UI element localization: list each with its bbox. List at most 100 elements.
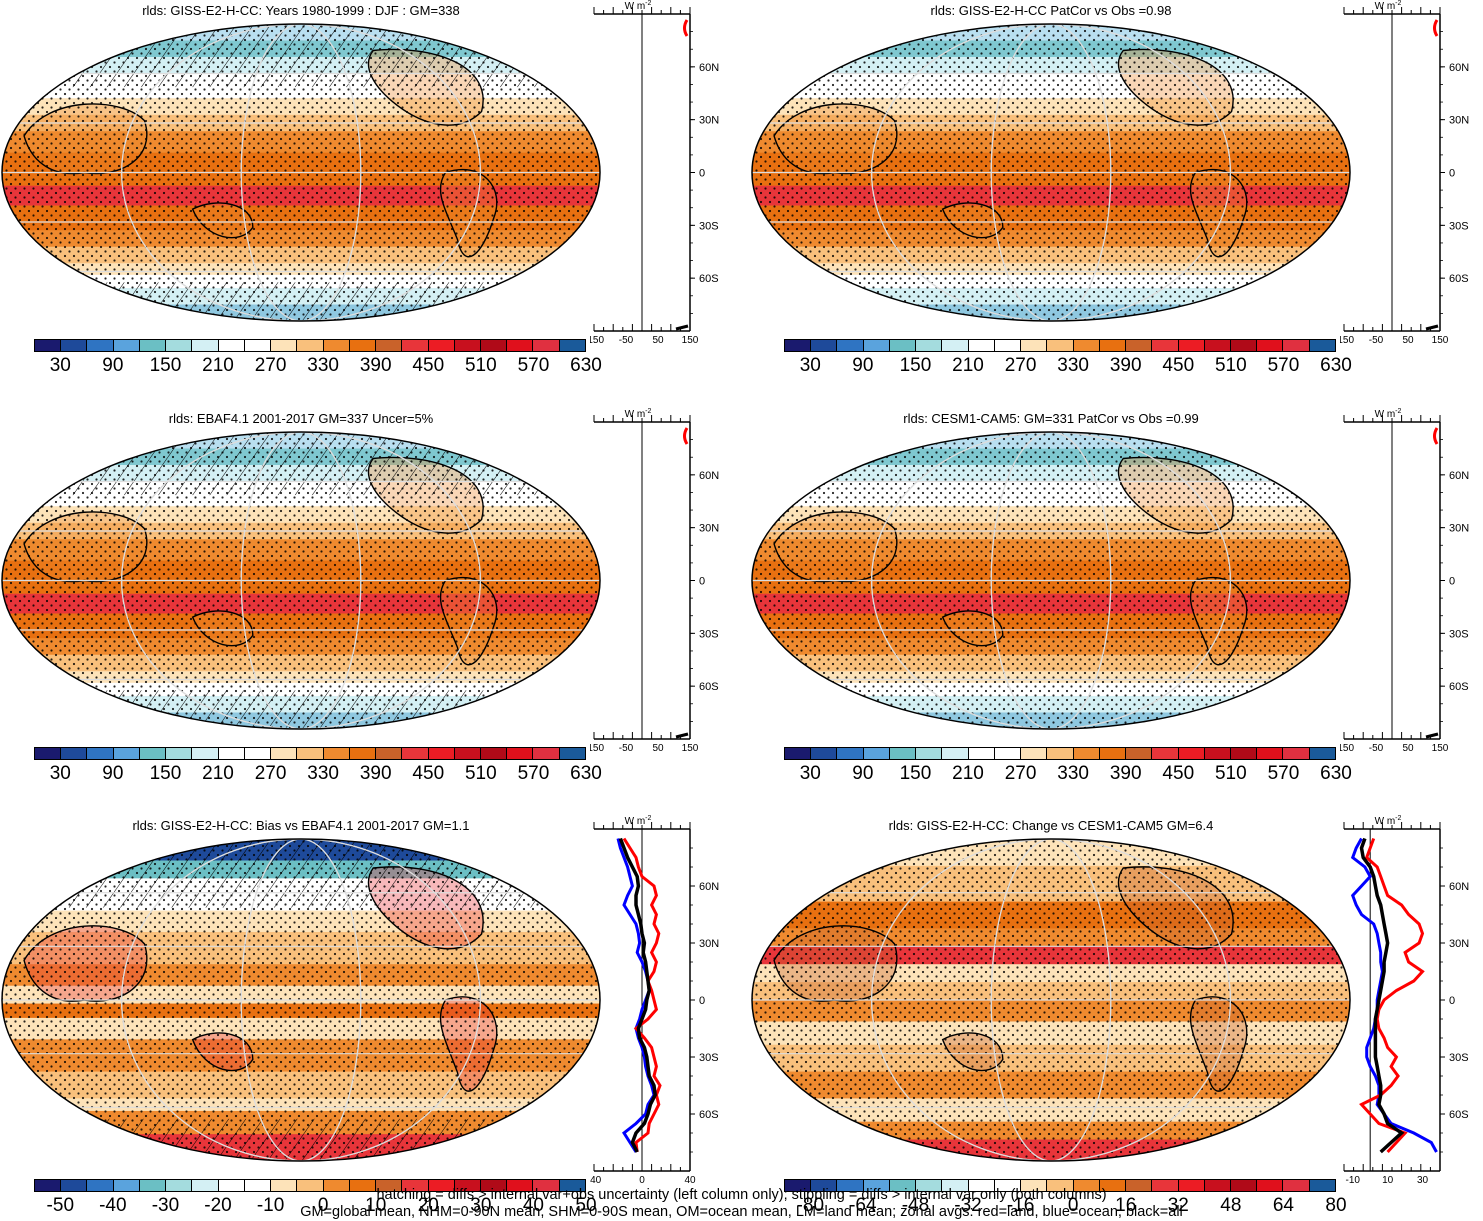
map-outline xyxy=(751,838,1351,1162)
colorbar-tick-label: 510 xyxy=(464,355,497,376)
lat-tick-label: 60N xyxy=(699,881,719,893)
colorbar-swatch xyxy=(192,1180,219,1191)
lat-tick-label: 0 xyxy=(699,995,705,1007)
colorbar-swatch xyxy=(968,1180,995,1191)
colorbar-tick-label: 90 xyxy=(102,355,124,376)
meridian xyxy=(871,839,1231,1161)
colorbar-swatch xyxy=(113,340,140,351)
colorbar-swatch xyxy=(323,748,350,759)
colorbar-tick-label: 270 xyxy=(1004,355,1037,376)
colorbar-swatch xyxy=(402,748,429,759)
colorbar-swatch xyxy=(1021,340,1048,351)
meridian xyxy=(240,24,362,321)
colorbar-labels: 30 90 150 210 270 330 390 450 510 570 630 xyxy=(784,763,1352,785)
map-outline xyxy=(1,23,601,322)
colorbar-swatch xyxy=(1126,748,1153,759)
zonal-series-all xyxy=(675,732,689,739)
lat-tick-label: 30N xyxy=(1449,115,1469,127)
colorbar-tick-label: 30 xyxy=(799,763,821,784)
colorbar-tick-label: 450 xyxy=(1162,763,1195,784)
zonal-series-all xyxy=(1359,837,1405,1154)
colorbar xyxy=(34,747,586,760)
zonal-xtick-label: 40 xyxy=(684,1175,696,1185)
colorbar-swatch xyxy=(1152,340,1179,351)
zonal-average-plot: W m-2 -150 -50 50 150 60N 30N 0 30S 60S xyxy=(590,0,719,345)
colorbar-tick-label: 510 xyxy=(464,763,497,784)
meridian xyxy=(240,432,362,729)
colorbar-tick-label: 90 xyxy=(102,763,124,784)
colorbar-swatch xyxy=(349,340,377,351)
colorbar-tick-label: 330 xyxy=(307,355,339,376)
colorbar-swatch xyxy=(376,748,403,759)
meridian xyxy=(990,839,1112,1161)
colorbar-swatch xyxy=(402,1180,429,1191)
colorbar-swatch xyxy=(1204,1180,1231,1191)
colorbar-swatch xyxy=(559,748,585,759)
colorbar-swatch xyxy=(87,748,114,759)
colorbar-swatch xyxy=(454,340,481,351)
colorbar-swatch xyxy=(166,748,193,759)
zonal-average-plot: W m-2 -150 -50 50 150 60N 30N 0 30S 60S xyxy=(1340,0,1469,345)
colorbar-swatch xyxy=(192,340,219,351)
colorbar-swatch xyxy=(1099,1180,1127,1191)
zonal-xtick-label: 0 xyxy=(639,1175,645,1185)
lat-tick-label: 60N xyxy=(1449,470,1469,482)
lat-tick-label: 60S xyxy=(699,681,719,693)
lat-tick-label: 60N xyxy=(1449,62,1469,74)
zonal-series-land xyxy=(622,837,662,1153)
zonal-series-land xyxy=(683,427,689,445)
zonal-average-plot: W m-2 -150 -50 50 150 60N 30N 0 30S 60S xyxy=(590,408,719,753)
colorbar-tick-label: 270 xyxy=(1004,763,1037,784)
zonal-unit-label: W m-2 xyxy=(1375,408,1402,420)
lat-tick-label: 30S xyxy=(699,1052,719,1064)
lat-tick-label: 60N xyxy=(699,470,719,482)
colorbar-swatch xyxy=(837,748,864,759)
colorbar-swatch xyxy=(1152,1180,1179,1191)
colorbar-swatch xyxy=(428,748,455,759)
zonal-average-plot: W m-2 -10 10 30 60N 30N 0 30S 60S xyxy=(1343,815,1469,1185)
meridian xyxy=(121,24,481,321)
colorbar-swatch xyxy=(1021,748,1048,759)
lat-tick-label: 30N xyxy=(1449,938,1469,950)
colorbar-swatch xyxy=(1257,748,1284,759)
lat-tick-label: 0 xyxy=(699,168,705,180)
colorbar-labels: -50 -40 -30 -20 -10 0 10 20 30 40 50 xyxy=(34,1195,597,1217)
colorbar-swatch xyxy=(1126,1180,1153,1191)
hatching xyxy=(2,432,600,496)
zonal-xtick-label: 150 xyxy=(682,335,699,345)
colorbar-swatch xyxy=(507,340,534,351)
colorbar-tick-label: 570 xyxy=(517,763,550,784)
colorbar-swatch xyxy=(837,1180,864,1191)
colorbar-swatch xyxy=(428,1180,455,1191)
colorbar-swatch xyxy=(454,1180,481,1191)
colorbar-swatch xyxy=(559,340,585,351)
colorbar-tick-label: 210 xyxy=(202,763,234,784)
colorbar-swatch xyxy=(480,340,508,351)
zonal-xtick-label: -150 xyxy=(590,335,604,345)
colorbar-tick-label: -32 xyxy=(954,1195,982,1216)
zonal-xtick-label: -150 xyxy=(590,743,604,753)
colorbar-tick-label: 330 xyxy=(307,763,339,784)
panel-title: rlds: CESM1-CAM5: GM=331 PatCor vs Obs =… xyxy=(903,411,1199,426)
colorbar-swatch xyxy=(61,1180,88,1191)
zonal-xtick-label: 150 xyxy=(682,743,699,753)
colorbar-labels: 30 90 150 210 270 330 390 450 510 570 630 xyxy=(34,355,602,377)
colorbar-tick-label: 390 xyxy=(359,763,392,784)
colorbar-swatch xyxy=(994,1180,1022,1191)
panel-title: rlds: GISS-E2-H-CC: Change vs CESM1-CAM5… xyxy=(888,818,1214,833)
zonal-xtick-label: -10 xyxy=(1346,1175,1361,1185)
zonal-unit-label: W m-2 xyxy=(1375,815,1402,827)
colorbar-swatch xyxy=(244,340,272,351)
colorbar-swatch xyxy=(218,1180,245,1191)
colorbar-swatch xyxy=(559,1180,585,1191)
lat-tick-label: 30N xyxy=(699,938,719,950)
colorbar-swatch xyxy=(271,340,298,351)
colorbar-swatch xyxy=(863,340,890,351)
colorbar-swatch xyxy=(61,340,88,351)
colorbar-swatch xyxy=(1178,748,1205,759)
colorbar-swatch xyxy=(297,1180,324,1191)
hatching xyxy=(2,690,600,729)
zonal-xtick-label: 50 xyxy=(1402,743,1414,753)
colorbar-swatch xyxy=(1283,748,1310,759)
colorbar-swatch xyxy=(192,748,219,759)
